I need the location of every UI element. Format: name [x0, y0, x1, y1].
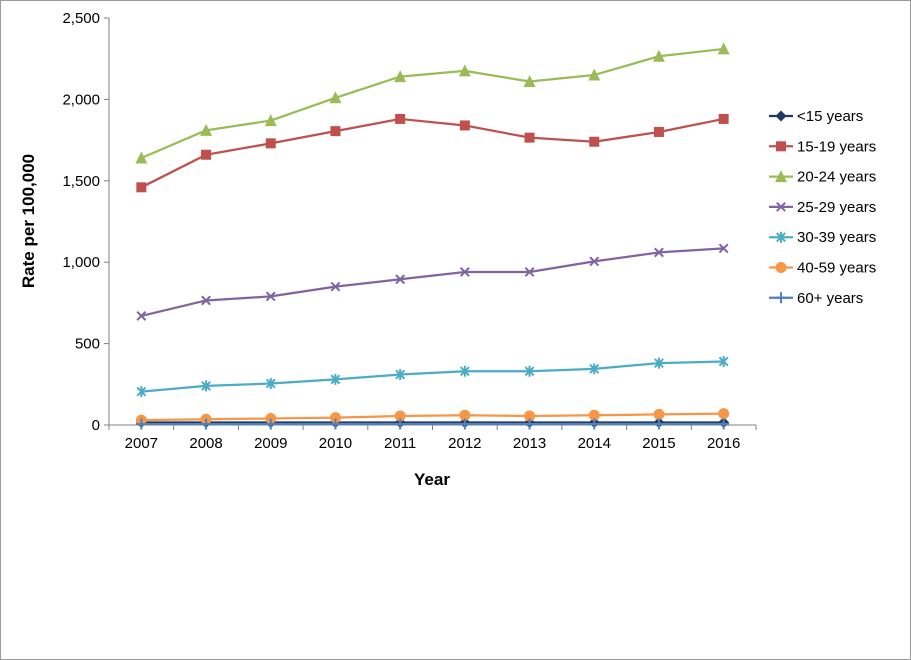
series-30-39-years: [136, 356, 729, 398]
legend-label: <15 years: [797, 108, 863, 125]
chart-legend: <15 years 15-19 years 20-24 years 25-29 yea…: [769, 108, 876, 307]
legend-item: 20-24 years: [769, 169, 876, 186]
legend-label: 40-59 years: [797, 260, 876, 277]
series-20-24-years: [135, 42, 730, 164]
series-40-59-years: [135, 408, 730, 426]
x-tick-label: 2012: [448, 435, 481, 452]
legend-item: 25-29 years: [769, 199, 876, 216]
x-tick-label: 2007: [125, 435, 158, 452]
series-line: [140, 47, 724, 160]
y-tick-label: 2,000: [62, 91, 100, 108]
x-tick-label: 2011: [384, 435, 416, 452]
series-line: [140, 117, 724, 189]
data-series: [135, 42, 730, 430]
legend-label: 30-39 years: [797, 229, 876, 246]
series-line: [141, 412, 724, 422]
series-line: [141, 360, 724, 393]
series-line: [141, 247, 724, 318]
legend-item: 40-59 years: [769, 260, 876, 277]
legend-item: <15 years: [769, 108, 863, 125]
legend-label: 20-24 years: [797, 169, 876, 186]
legend-label: 15-19 years: [797, 138, 876, 155]
legend-label: 25-29 years: [797, 199, 876, 216]
y-tick-label: 1,500: [62, 173, 100, 190]
series-60-years: [135, 418, 730, 430]
x-tick-label: 2010: [319, 435, 352, 452]
axes: 0 500 1,000 1,500 2,000 2,500 2007 2008 2009 2010…: [62, 10, 757, 452]
x-tick-label: 2009: [254, 435, 287, 452]
legend-item: 60+ years: [769, 290, 863, 307]
legend-label: 60+ years: [797, 290, 863, 307]
y-tick-label: 500: [75, 336, 100, 353]
x-tick-label: 2015: [642, 435, 675, 452]
y-tick-label: 0: [92, 417, 100, 434]
series-15-19-years: [136, 113, 729, 193]
y-tick-label: 2,500: [62, 10, 100, 27]
x-tick-label: 2016: [707, 435, 740, 452]
y-axis-title: Rate per 100,000: [19, 154, 38, 288]
legend-item: 15-19 years: [769, 138, 876, 155]
x-tick-label: 2014: [578, 435, 611, 452]
x-tick-label: 2008: [189, 435, 222, 452]
y-tick-label: 1,000: [62, 254, 100, 271]
series-25-29-years: [136, 243, 729, 321]
legend-item: 30-39 years: [769, 229, 876, 246]
x-axis-title: Year: [414, 470, 450, 489]
x-tick-label: 2013: [513, 435, 546, 452]
